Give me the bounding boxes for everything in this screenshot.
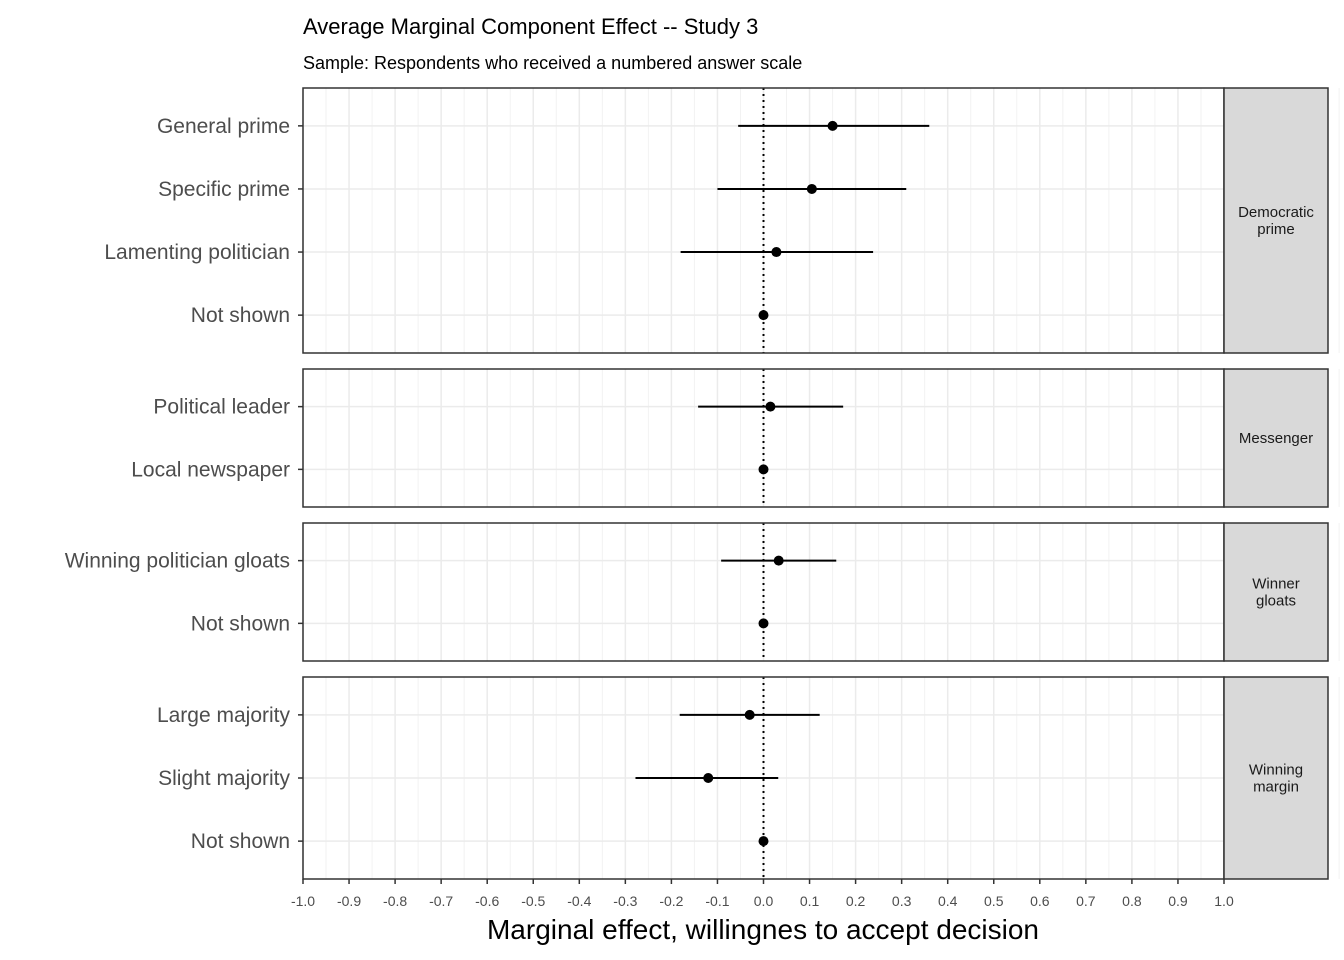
x-tick-label: 0.0	[754, 893, 774, 909]
x-tick-label: 1.0	[1214, 893, 1234, 909]
chart-subtitle: Sample: Respondents who received a numbe…	[303, 53, 802, 73]
x-tick-label: -0.4	[567, 893, 591, 909]
x-tick-label: -0.3	[613, 893, 637, 909]
x-tick-label: -0.1	[705, 893, 729, 909]
x-tick-label: 0.4	[938, 893, 958, 909]
facet-panel: Winning politician gloats Not shown Winner…	[65, 522, 1340, 662]
x-tick-label: -0.9	[337, 893, 361, 909]
facet-strip	[1223, 368, 1329, 508]
estimate-point	[758, 836, 769, 847]
estimate-point	[773, 555, 784, 566]
estimate-point	[771, 247, 782, 258]
estimate-point	[827, 120, 838, 131]
x-tick-label: 0.2	[846, 893, 866, 909]
chart-title: Average Marginal Component Effect -- Stu…	[303, 14, 758, 39]
category-label: Not shown	[191, 830, 290, 853]
estimate-point	[758, 618, 769, 629]
category-label: Not shown	[191, 612, 290, 635]
x-tick-label: 0.1	[800, 893, 820, 909]
x-tick-label: -0.7	[429, 893, 453, 909]
category-label: Political leader	[153, 396, 290, 419]
x-tick-label: -1.0	[291, 893, 315, 909]
category-label: General prime	[157, 115, 290, 138]
facet-strip	[1223, 676, 1329, 880]
category-label: Lamenting politician	[104, 241, 290, 264]
estimate-point	[744, 709, 755, 720]
facet-panel: General prime Specific prime Lamenting pol…	[104, 87, 1340, 354]
facet-strip-label: gloats	[1256, 593, 1296, 610]
facet-strip-label: prime	[1257, 221, 1295, 238]
category-label: Large majority	[157, 704, 291, 727]
category-label: Local newspaper	[131, 458, 290, 481]
facet-strip-label: Winner	[1252, 576, 1300, 593]
facet-strip-label: Messenger	[1239, 430, 1313, 447]
facet-strip-label: Winning	[1249, 762, 1303, 779]
facet-strip-label: margin	[1253, 779, 1299, 796]
x-tick-label: -0.5	[521, 893, 545, 909]
x-tick-label: 0.9	[1168, 893, 1188, 909]
x-tick-label: 0.5	[984, 893, 1004, 909]
facet-strip	[1223, 522, 1329, 662]
x-tick-label: -0.2	[659, 893, 683, 909]
facet-panel: Political leader Local newspaper Messenger	[131, 368, 1340, 508]
x-tick-label: 0.6	[1030, 893, 1050, 909]
facet-panel: Large majority Slight majority Not shown Wi…	[157, 676, 1340, 880]
x-axis-title: Marginal effect, willingnes to accept de…	[487, 914, 1039, 945]
category-label: Not shown	[191, 304, 290, 327]
x-tick-label: -0.6	[475, 893, 499, 909]
x-tick-label: 0.3	[892, 893, 912, 909]
category-label: Slight majority	[158, 767, 290, 790]
estimate-point	[758, 464, 769, 475]
estimate-point	[703, 773, 714, 783]
facet-strip	[1223, 87, 1329, 354]
estimate-point	[765, 401, 776, 412]
facet-panels: General prime Specific prime Lamenting pol…	[65, 87, 1340, 880]
facet-strip-label: Democratic	[1238, 204, 1314, 221]
x-tick-label: -0.8	[383, 893, 407, 909]
category-label: Winning politician gloats	[65, 550, 290, 573]
category-label: Specific prime	[158, 178, 290, 201]
estimate-point	[806, 183, 817, 194]
x-axis: -1.0 -0.9 -0.8 -0.7 -0.6 -0.5 -0.4 -0.3 -0.2 -0.1…	[291, 879, 1234, 909]
x-tick-label: 0.7	[1076, 893, 1096, 909]
estimate-point	[758, 310, 769, 321]
x-tick-label: 0.8	[1122, 893, 1142, 909]
